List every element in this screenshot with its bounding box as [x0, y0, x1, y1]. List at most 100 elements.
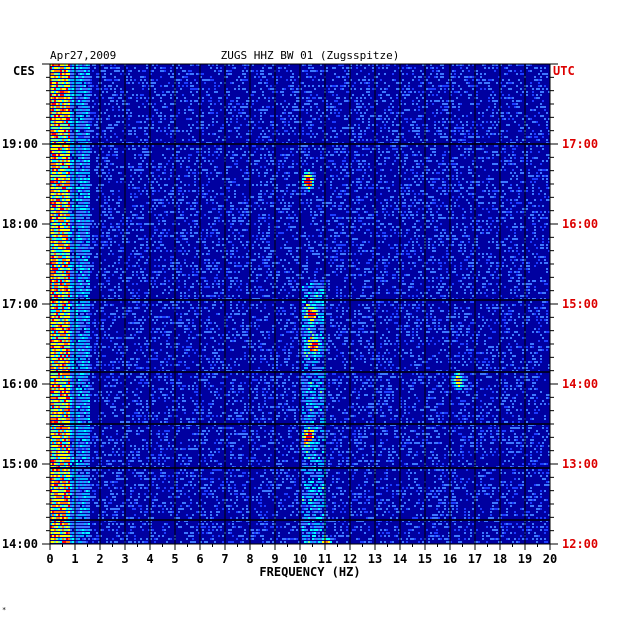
spectrogram-cell	[246, 205, 248, 207]
spectrogram-cell	[528, 202, 530, 204]
spectrogram-cell	[66, 118, 68, 120]
spectrogram-cell	[208, 211, 210, 213]
spectrogram-cell	[280, 67, 282, 69]
spectrogram-cell	[196, 211, 198, 213]
spectrogram-cell	[68, 82, 70, 84]
spectrogram-cell	[70, 103, 72, 105]
spectrogram-cell	[392, 106, 394, 108]
spectrogram-cell	[106, 109, 108, 111]
spectrogram-cell	[448, 82, 450, 84]
spectrogram-cell	[122, 130, 124, 132]
spectrogram-cell	[430, 88, 432, 90]
spectrogram-cell	[340, 196, 342, 198]
spectrogram-cell	[442, 76, 444, 78]
spectrogram-cell	[396, 217, 398, 219]
spectrogram-cell	[76, 148, 78, 150]
spectrogram-cell	[434, 148, 436, 150]
spectrogram-cell	[444, 190, 446, 192]
spectrogram-cell	[60, 109, 62, 111]
spectrogram-cell	[226, 166, 228, 168]
spectrogram-cell	[402, 136, 404, 138]
spectrogram-cell	[440, 85, 442, 87]
spectrogram-cell	[444, 154, 446, 156]
spectrogram-cell	[260, 208, 262, 210]
spectrogram-cell	[70, 178, 72, 180]
spectrogram-cell	[354, 217, 356, 219]
spectrogram-cell	[540, 70, 542, 72]
spectrogram-cell	[300, 88, 302, 90]
spectrogram-cell	[536, 139, 538, 141]
spectrogram-cell	[542, 115, 544, 117]
spectrogram-cell	[60, 181, 62, 183]
spectrogram-cell	[52, 223, 54, 225]
spectrogram-cell	[408, 178, 410, 180]
spectrogram-cell	[462, 64, 464, 66]
spectrogram-cell	[168, 127, 170, 129]
spectrogram-cell	[80, 148, 82, 150]
spectrogram-cell	[160, 118, 162, 120]
spectrogram-cell	[50, 82, 52, 84]
spectrogram-cell	[272, 217, 274, 219]
spectrogram-cell	[430, 154, 432, 156]
spectrogram-cell	[482, 79, 484, 81]
spectrogram-cell	[70, 109, 72, 111]
spectrogram-cell	[414, 181, 416, 183]
spectrogram-cell	[450, 94, 452, 96]
spectrogram-cell	[342, 169, 344, 171]
spectrogram-cell	[238, 97, 240, 99]
spectrogram-cell	[434, 169, 436, 171]
spectrogram-cell	[396, 124, 398, 126]
spectrogram-cell	[460, 154, 462, 156]
spectrogram-cell	[146, 223, 148, 225]
spectrogram-cell	[170, 133, 172, 135]
spectrogram-cell	[60, 130, 62, 132]
spectrogram-cell	[480, 166, 482, 168]
spectrogram-cell	[530, 64, 532, 66]
spectrogram-cell	[422, 163, 424, 165]
spectrogram-cell	[54, 166, 56, 168]
spectrogram-cell	[176, 67, 178, 69]
spectrogram-cell	[60, 85, 62, 87]
spectrogram-cell	[316, 106, 318, 108]
spectrogram-cell	[52, 136, 54, 138]
spectrogram-cell	[356, 196, 358, 198]
spectrogram-cell	[178, 79, 180, 81]
spectrogram-cell	[78, 88, 80, 90]
spectrogram-cell	[82, 175, 84, 177]
spectrogram-cell	[88, 208, 90, 210]
spectrogram-cell	[76, 184, 78, 186]
spectrogram-cell	[272, 184, 274, 186]
spectrogram-cell	[456, 175, 458, 177]
spectrogram-cell	[98, 154, 100, 156]
spectrogram-cell	[398, 154, 400, 156]
spectrogram-cell	[268, 214, 270, 216]
spectrogram-cell	[112, 169, 114, 171]
spectrogram-cell	[64, 214, 66, 216]
spectrogram-cell	[278, 208, 280, 210]
spectrogram-cell	[270, 67, 272, 69]
spectrogram-cell	[152, 172, 154, 174]
spectrogram-cell	[76, 67, 78, 69]
spectrogram-cell	[456, 157, 458, 159]
spectrogram-cell	[346, 127, 348, 129]
spectrogram-cell	[350, 166, 352, 168]
spectrogram-cell	[284, 160, 286, 162]
spectrogram-cell	[76, 97, 78, 99]
spectrogram-cell	[488, 130, 490, 132]
spectrogram-cell	[278, 220, 280, 222]
spectrogram-cell	[60, 70, 62, 72]
spectrogram-cell	[514, 103, 516, 105]
spectrogram-cell	[356, 211, 358, 213]
spectrogram-cell	[144, 151, 146, 153]
spectrogram-cell	[56, 166, 58, 168]
spectrogram-cell	[432, 214, 434, 216]
spectrogram-cell	[356, 118, 358, 120]
spectrogram-cell	[50, 190, 52, 192]
spectrogram-cell	[294, 133, 296, 135]
spectrogram-cell	[412, 124, 414, 126]
spectrogram-cell	[52, 166, 54, 168]
spectrogram-cell	[406, 184, 408, 186]
spectrogram-cell	[442, 160, 444, 162]
spectrogram-cell	[228, 178, 230, 180]
spectrogram-cell	[196, 214, 198, 216]
